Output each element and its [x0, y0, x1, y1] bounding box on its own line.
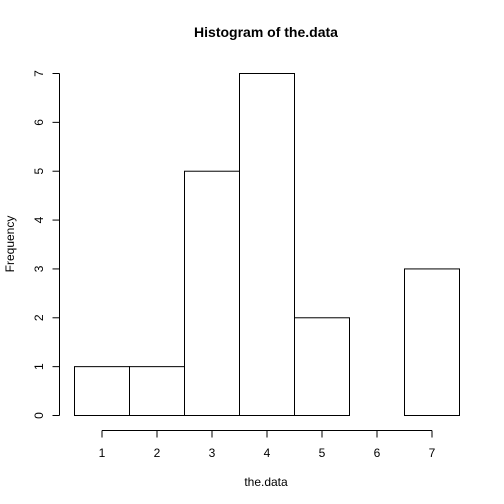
bars-group	[74, 73, 460, 416]
x-tick-label: 6	[374, 446, 381, 460]
y-tick-label: 2	[32, 314, 46, 321]
y-tick-label: 6	[32, 119, 46, 126]
y-tick-label: 0	[32, 412, 46, 419]
histogram-bar	[74, 366, 130, 416]
y-tick-label: 3	[32, 265, 46, 272]
x-tick-label: 7	[429, 446, 436, 460]
histogram-bar	[294, 317, 350, 416]
histogram-bar	[184, 170, 240, 416]
y-axis-label: Frequency	[3, 216, 17, 273]
y-tick-label: 5	[32, 168, 46, 175]
histogram-bar	[129, 366, 185, 416]
x-tick-label: 2	[154, 446, 161, 460]
x-axis-label: the.data	[244, 475, 288, 489]
y-tick-label: 1	[32, 363, 46, 370]
x-tick-label: 5	[319, 446, 326, 460]
y-tick-label: 7	[32, 70, 46, 77]
histogram-bar	[404, 268, 460, 416]
x-axis: 1 2 3 4 5 6 7	[99, 430, 436, 460]
x-tick-label: 1	[99, 446, 106, 460]
y-tick-label: 4	[32, 216, 46, 223]
x-tick-label: 3	[209, 446, 216, 460]
chart-title: Histogram of the.data	[194, 24, 338, 40]
histogram-bar	[239, 73, 295, 416]
y-axis: 0 1 2 3 4 5 6 7	[32, 70, 60, 419]
x-tick-label: 4	[264, 446, 271, 460]
